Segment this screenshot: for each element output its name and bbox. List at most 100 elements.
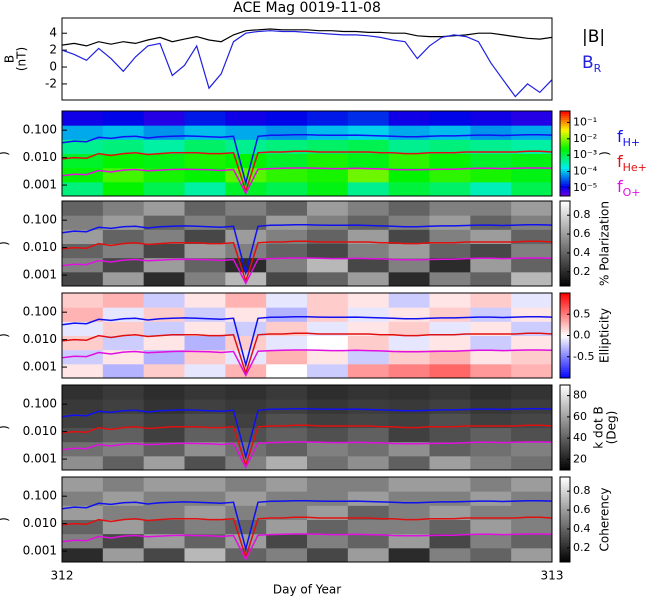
y-tick-label: 0.010	[23, 424, 57, 438]
colorbar-step	[560, 373, 570, 377]
colorbar-step	[560, 320, 570, 324]
colorbar-step	[560, 260, 570, 264]
heatmap-cell	[184, 257, 226, 273]
colorbar-step	[560, 479, 570, 482]
heatmap-cell	[62, 505, 104, 520]
heatmap-cell	[184, 243, 226, 259]
heatmap-cell	[143, 167, 185, 183]
colorbar-step	[560, 283, 570, 287]
heatmap-cell	[388, 385, 430, 400]
heatmap-cell	[143, 139, 185, 154]
heatmap-cell	[470, 293, 512, 308]
colorbar-step	[560, 538, 570, 542]
heatmap-cell	[143, 243, 185, 259]
colorbar-step	[560, 207, 570, 210]
heatmap-cell	[62, 271, 104, 287]
heatmap-cell	[62, 201, 104, 216]
heatmap-cell	[225, 491, 267, 506]
heatmap-cell	[429, 167, 471, 183]
heatmap-cell	[184, 427, 226, 443]
colorbar-step	[560, 429, 570, 433]
heatmap-cell	[62, 399, 104, 414]
heatmap-cell	[143, 441, 185, 457]
heatmap-cell	[307, 533, 349, 549]
heatmap-cell	[62, 335, 104, 351]
heatmap-cell	[429, 349, 471, 365]
colorbar-step	[560, 356, 570, 360]
heatmap-cell	[347, 215, 390, 230]
colorbar-step	[560, 433, 570, 437]
colorbar-step	[560, 232, 570, 236]
heatmap-cell	[470, 153, 512, 169]
heatmap-cell	[470, 547, 512, 563]
heatmap-cell	[225, 153, 267, 169]
colorbar-step	[560, 481, 570, 484]
heatmap-cell	[62, 547, 104, 563]
colorbar-step	[560, 504, 570, 508]
heatmap-cell	[102, 363, 145, 379]
heatmap-cell	[266, 271, 308, 287]
colorbar-step	[560, 421, 570, 424]
colorbar-step	[560, 153, 570, 157]
heatmap-cell	[388, 293, 430, 308]
heatmap-cell	[511, 427, 553, 443]
heatmap-cell	[470, 385, 512, 400]
heatmap-cell	[143, 257, 185, 273]
x-tick-label: 313	[541, 569, 564, 583]
heatmap-cell	[470, 229, 512, 244]
colorbar-step	[560, 312, 570, 315]
heatmap-cell	[225, 201, 267, 216]
colorbar-step	[560, 121, 570, 125]
frequency-line	[62, 500, 552, 552]
colorbar-step	[560, 189, 570, 193]
colorbar-step	[560, 172, 570, 176]
frequency-line	[62, 516, 552, 560]
heatmap-cell	[184, 229, 226, 244]
frequency-line	[62, 224, 552, 276]
colorbar-tick-label: 0.4	[573, 246, 591, 259]
heatmap-cell	[429, 455, 471, 471]
heatmap-cell	[102, 385, 145, 400]
heatmap-cell	[266, 229, 308, 244]
heatmap-cell	[429, 427, 471, 443]
heatmap-cell	[388, 455, 430, 471]
frequency-line	[62, 134, 552, 186]
heatmap-cell	[347, 229, 390, 244]
colorbar-step	[560, 181, 570, 184]
colorbar-step	[560, 277, 570, 281]
heatmap-cell	[470, 477, 512, 492]
colorbar-step	[560, 553, 570, 557]
colorbar-step	[560, 256, 570, 259]
colorbar-step	[560, 247, 570, 251]
colorbar-step	[560, 331, 570, 334]
heatmap-cell	[307, 385, 349, 400]
heatmap-cell	[266, 215, 308, 230]
heatmap-cell	[184, 201, 226, 216]
heatmap-cell	[470, 181, 512, 197]
heatmap-cell	[143, 427, 185, 443]
colorbar-step	[560, 346, 570, 349]
heatmap-cell	[511, 153, 553, 169]
heatmap-cell	[143, 547, 185, 563]
colorbar-step	[560, 395, 570, 399]
colorbar-step	[560, 423, 570, 426]
heatmap-cell	[143, 505, 185, 520]
heatmap-cell	[62, 181, 104, 197]
heatmap-cell	[143, 363, 185, 379]
heatmap-cell	[470, 271, 512, 287]
colorbar-step	[560, 123, 570, 127]
heatmap-cell	[184, 519, 226, 535]
heatmap-cell	[470, 505, 512, 520]
heatmap-cell	[307, 307, 349, 322]
legend-label-base: f	[617, 177, 623, 196]
colorbar-step	[560, 136, 570, 140]
colorbar-label: Ellipticity	[598, 308, 612, 363]
heatmap-cell	[266, 321, 308, 336]
heatmap-cell	[225, 307, 267, 322]
colorbar-step	[560, 222, 570, 225]
plot-frame	[61, 200, 553, 287]
heatmap-cell	[307, 441, 349, 457]
plot-frame	[61, 110, 553, 197]
colorbar-step	[560, 275, 570, 278]
heatmap-cell	[102, 271, 145, 287]
